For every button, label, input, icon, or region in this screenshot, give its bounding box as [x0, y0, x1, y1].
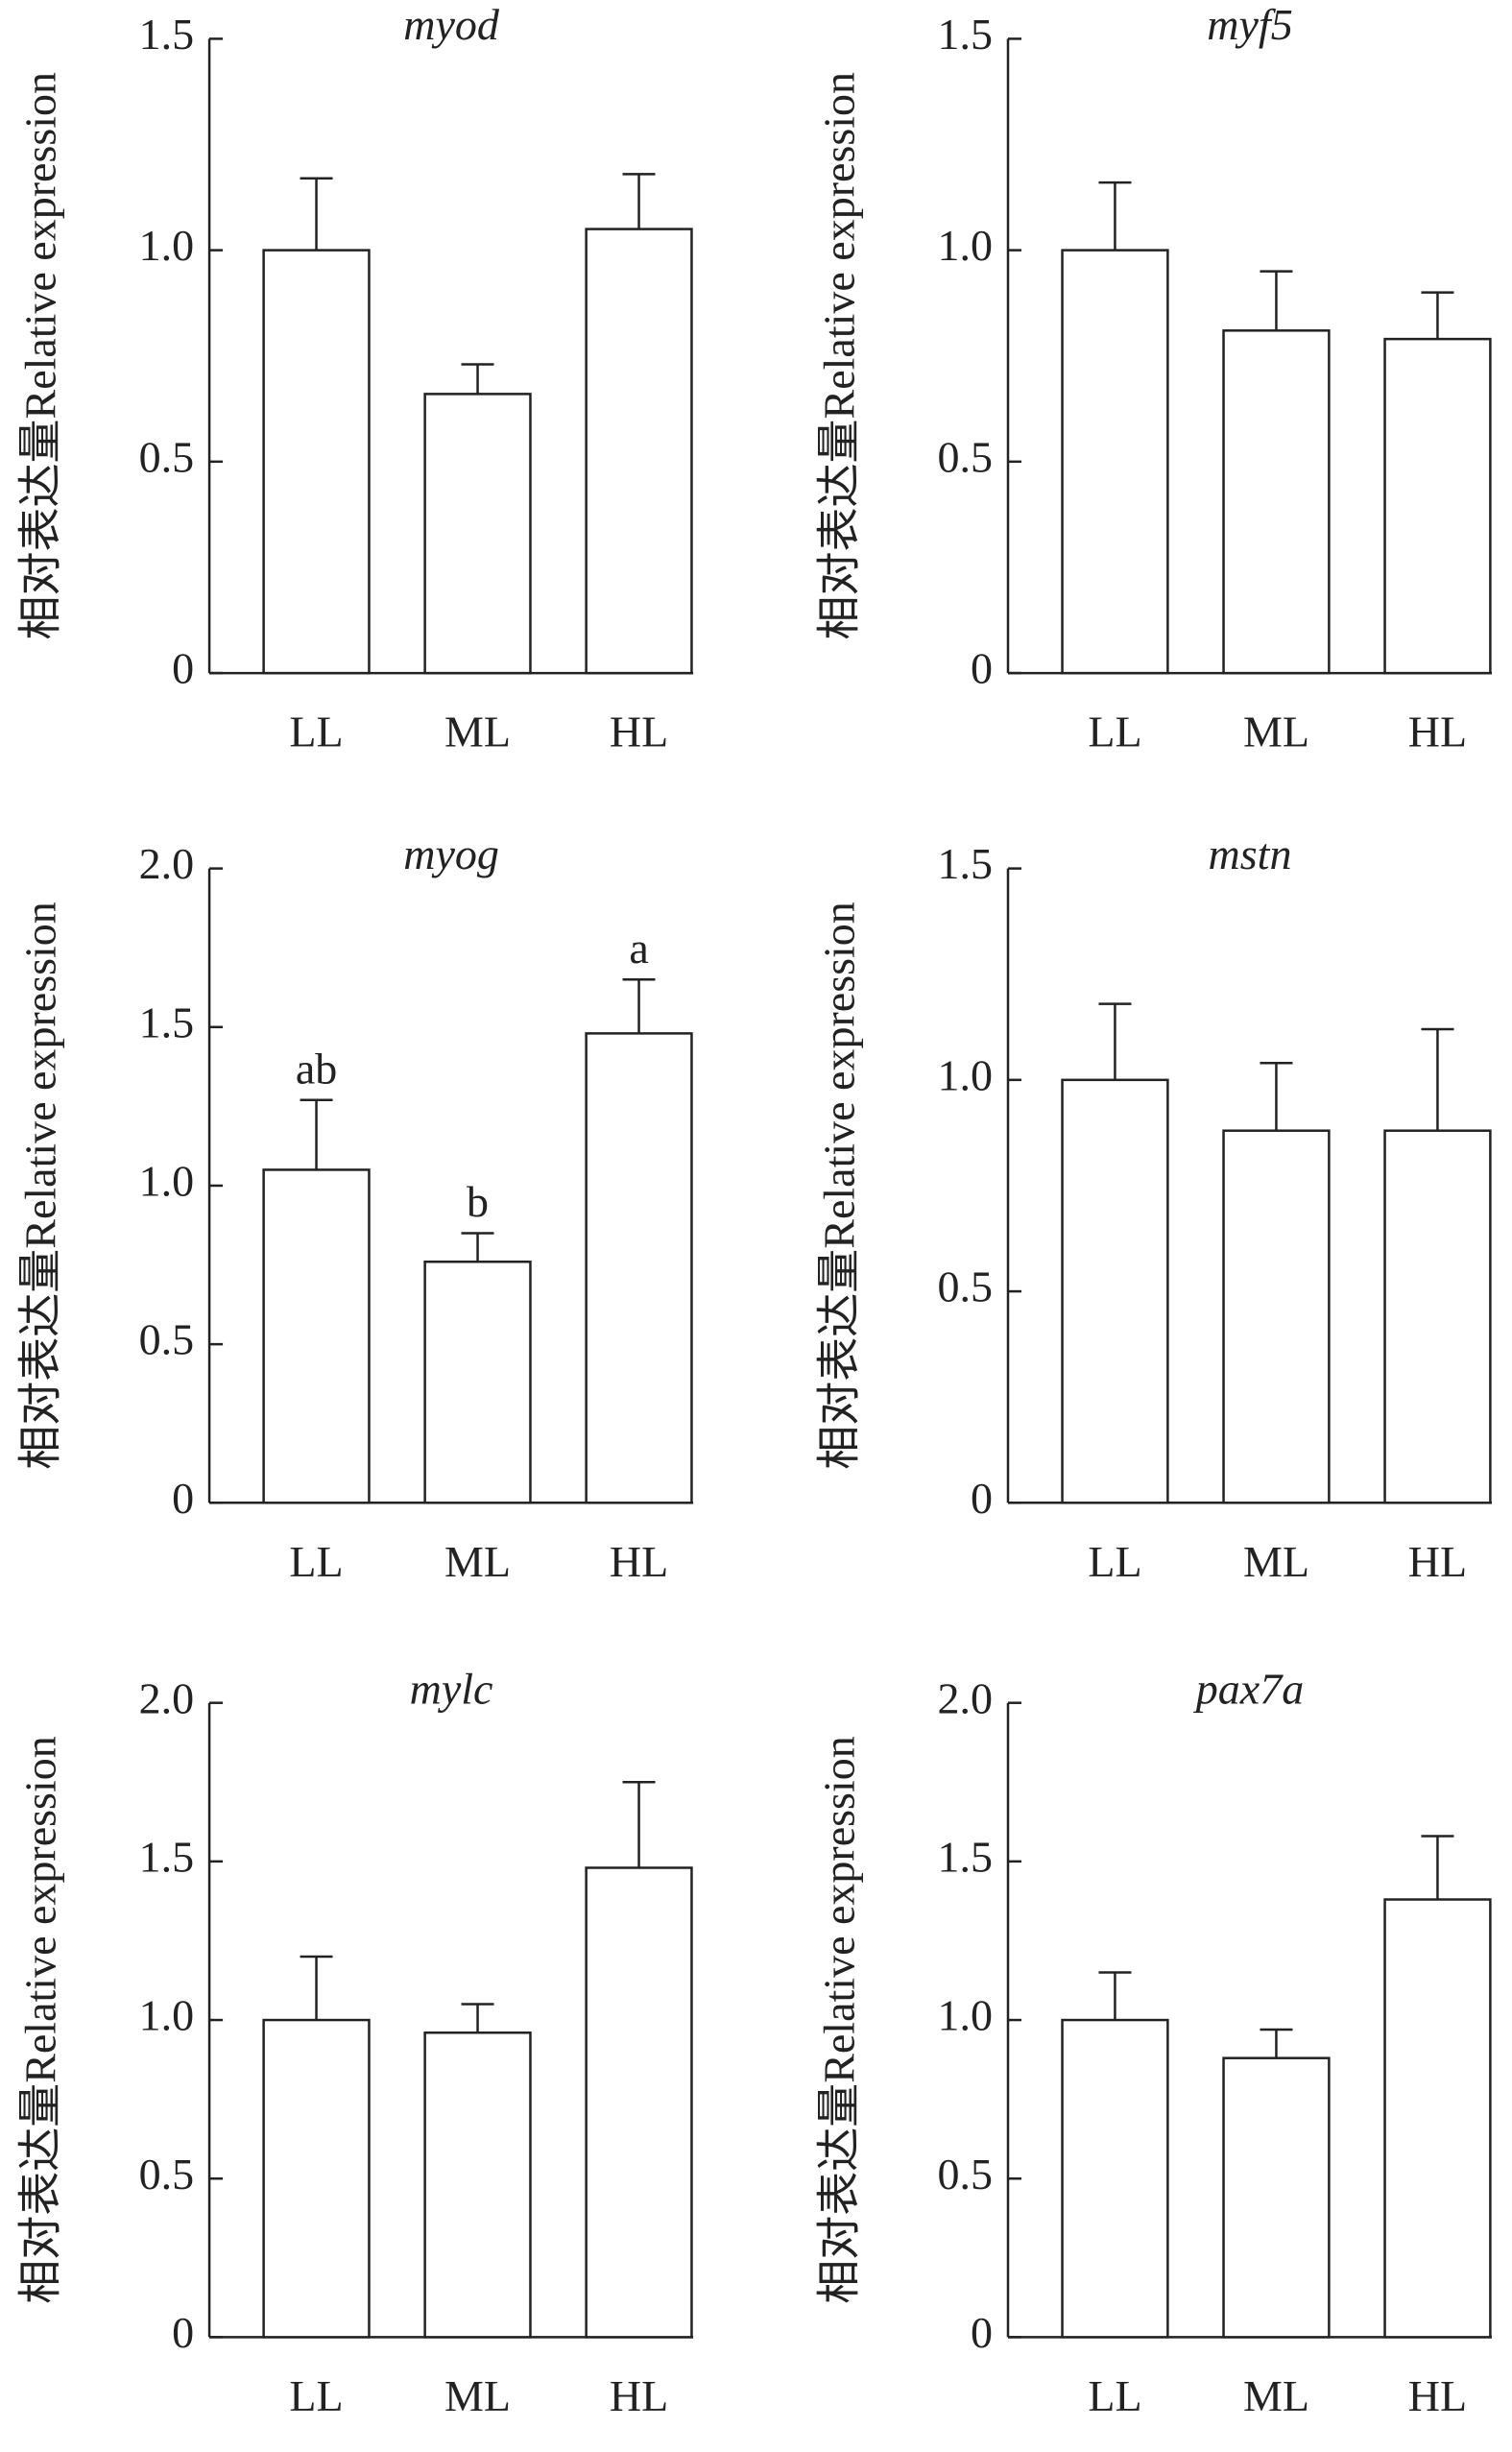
- chart-title: myod: [403, 0, 500, 49]
- y-axis-label: 相对表达量Relative expression: [15, 72, 64, 640]
- y-tick-label: 1.0: [938, 221, 994, 270]
- x-tick-label: LL: [1088, 708, 1141, 757]
- error-bar: [1098, 1002, 1132, 1080]
- x-tick-label: HL: [610, 2371, 668, 2420]
- x-tick-label: ML: [444, 2371, 511, 2420]
- x-tick-label: ML: [1243, 1537, 1309, 1586]
- y-tick-label: 0.5: [938, 1262, 994, 1311]
- x-tick-label: ML: [1243, 708, 1309, 757]
- error-bar: [622, 977, 656, 1034]
- y-tick-label: 1.5: [938, 839, 994, 888]
- x-tick-label: LL: [289, 1537, 343, 1586]
- significance-letter: ab: [296, 1044, 337, 1093]
- bar: [585, 228, 693, 675]
- y-tick-label: 1.5: [938, 1832, 994, 1881]
- error-bar: [1421, 1835, 1454, 1900]
- chart-title: myog: [403, 829, 499, 878]
- error-bar: [461, 363, 494, 395]
- error-bar: [622, 1781, 656, 1868]
- y-tick-label: 0.5: [139, 432, 195, 481]
- y-tick-label: 1.0: [938, 1991, 994, 2040]
- error-bar: [1260, 270, 1293, 331]
- error-bar: [1098, 1971, 1132, 2021]
- bar: [1383, 1898, 1492, 2339]
- x-tick-label: LL: [1088, 2371, 1141, 2420]
- bar: [1383, 1129, 1492, 1504]
- bar: [423, 393, 532, 675]
- y-tick-label: 1.0: [139, 1157, 195, 1206]
- y-tick-label: 1.5: [139, 1832, 195, 1881]
- y-tick-label: 0: [172, 1474, 194, 1523]
- y-axis-label: 相对表达量Relative expression: [814, 901, 863, 1470]
- error-bar: [622, 173, 656, 229]
- x-tick-label: HL: [1408, 708, 1467, 757]
- bar: [262, 249, 371, 675]
- y-tick-label: 0.5: [139, 1315, 195, 1364]
- bar: [1222, 1129, 1331, 1504]
- bar: [585, 1032, 693, 1504]
- x-tick-label: LL: [1088, 1537, 1141, 1586]
- y-axis-label: 相对表达量Relative expression: [814, 1736, 863, 2304]
- y-tick-label: 0: [971, 1474, 993, 1523]
- x-tick-label: HL: [1408, 1537, 1467, 1586]
- significance-letter: a: [629, 924, 648, 973]
- x-tick-label: ML: [444, 1537, 511, 1586]
- bar: [1061, 2018, 1169, 2339]
- x-tick-label: ML: [444, 708, 511, 757]
- x-tick-label: HL: [610, 708, 668, 757]
- x-tick-label: ML: [1243, 2371, 1309, 2420]
- y-tick-label: 0: [172, 2308, 194, 2357]
- y-tick-label: 1.0: [139, 1991, 195, 2040]
- bar: [1222, 2056, 1331, 2339]
- y-axis-label: 相对表达量Relative expression: [15, 1736, 64, 2304]
- error-bar: [461, 1232, 494, 1262]
- y-tick-label: 0: [172, 644, 194, 693]
- y-tick-label: 0.5: [139, 2150, 195, 2199]
- y-tick-label: 0.5: [938, 2150, 994, 2199]
- bar: [262, 1168, 371, 1504]
- chart-title: pax7a: [1193, 1664, 1304, 1713]
- chart-title: myf5: [1207, 0, 1292, 49]
- error-bar: [1098, 180, 1132, 251]
- error-bar: [300, 1955, 333, 2021]
- error-bar: [1260, 1061, 1293, 1131]
- y-tick-label: 1.5: [139, 10, 195, 59]
- error-bar: [1260, 2028, 1293, 2058]
- bar: [585, 1866, 693, 2339]
- y-axis-label: 相对表达量Relative expression: [814, 72, 863, 640]
- bar: [423, 1260, 532, 1504]
- error-bar: [1421, 1027, 1454, 1131]
- y-tick-label: 0: [971, 2308, 993, 2357]
- x-tick-label: LL: [289, 2371, 343, 2420]
- y-tick-label: 1.5: [938, 10, 994, 59]
- y-tick-label: 2.0: [139, 839, 195, 888]
- bar: [1061, 1078, 1169, 1504]
- bar: [262, 2018, 371, 2339]
- chart-title: mstn: [1209, 829, 1292, 878]
- x-tick-label: LL: [289, 708, 343, 757]
- y-tick-label: 2.0: [139, 1673, 195, 1722]
- significance-letter: b: [467, 1177, 489, 1226]
- y-tick-label: 0.5: [938, 432, 994, 481]
- bar: [423, 2031, 532, 2339]
- bar: [1383, 337, 1492, 675]
- error-bar: [300, 177, 333, 251]
- y-tick-label: 1.0: [139, 221, 195, 270]
- y-tick-label: 2.0: [938, 1673, 994, 1722]
- x-tick-label: HL: [1408, 2371, 1467, 2420]
- error-bar: [1421, 291, 1454, 340]
- chart-title: mylc: [410, 1664, 493, 1713]
- x-tick-label: HL: [610, 1537, 668, 1586]
- error-bar: [461, 2003, 494, 2033]
- error-bar: [300, 1098, 333, 1170]
- bar: [1061, 249, 1169, 675]
- y-axis-label: 相对表达量Relative expression: [15, 901, 64, 1470]
- y-tick-label: 0: [971, 644, 993, 693]
- y-tick-label: 1.5: [139, 998, 195, 1046]
- bar: [1222, 329, 1331, 675]
- y-tick-label: 1.0: [938, 1050, 994, 1099]
